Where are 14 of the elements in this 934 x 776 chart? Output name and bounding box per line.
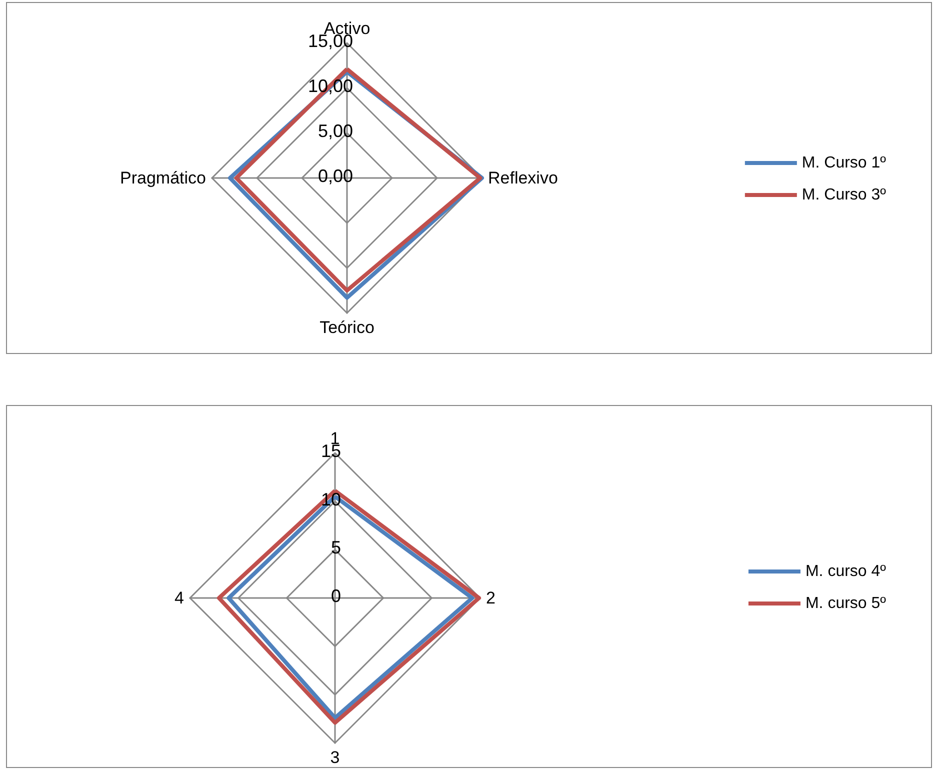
legend-label: M. Curso 3º — [802, 186, 886, 204]
y-tick-label: 0,00 — [318, 166, 353, 186]
spoke-label: 4 — [174, 588, 184, 608]
legend-label: M. Curso 1º — [802, 154, 886, 172]
legend-label: M. curso 4º — [805, 563, 886, 580]
spoke-label: 3 — [330, 748, 340, 767]
legend-label: M. curso 5º — [805, 595, 886, 612]
spoke-label: Pragmático — [120, 168, 206, 188]
y-tick-label: 5 — [330, 538, 341, 558]
y-tick-label: 0 — [330, 586, 341, 606]
spoke-label: Teórico — [320, 318, 374, 337]
y-tick-label: 5,00 — [318, 121, 353, 141]
spoke-label: 2 — [486, 588, 496, 608]
spoke-label: Reflexivo — [488, 168, 558, 188]
